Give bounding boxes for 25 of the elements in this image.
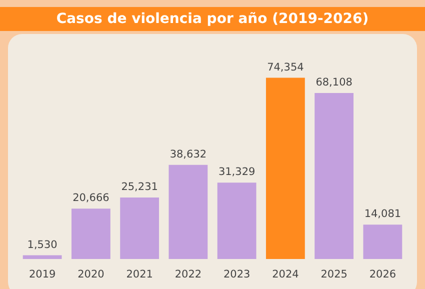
bar [168,164,208,259]
x-tick-label: 2020 [78,268,104,280]
x-tick-label: 2023 [223,268,250,280]
data-label: 1,530 [27,238,58,251]
data-label: 68,108 [316,76,352,88]
data-label: 31,329 [218,166,256,178]
data-label: 74,354 [267,61,304,74]
x-tick-label: 2026 [369,268,396,280]
bar [217,182,256,259]
x-tick-label: 2024 [272,268,300,280]
chart-title: Casos de violencia por año (2019-2026) [0,7,425,31]
x-tick-label: 2022 [174,268,202,280]
data-label: 14,081 [364,208,402,220]
bar [22,255,62,259]
bar [314,92,354,259]
bar [266,78,305,259]
data-label: 38,632 [170,148,207,160]
bar [71,208,110,259]
x-tick-label: 2021 [126,268,153,280]
x-tick-label: 2025 [320,268,348,280]
bar [120,198,160,259]
bar [363,224,402,259]
data-label: 25,231 [121,181,158,193]
x-tick-label: 2019 [28,268,56,280]
data-label: 20,666 [72,192,110,204]
